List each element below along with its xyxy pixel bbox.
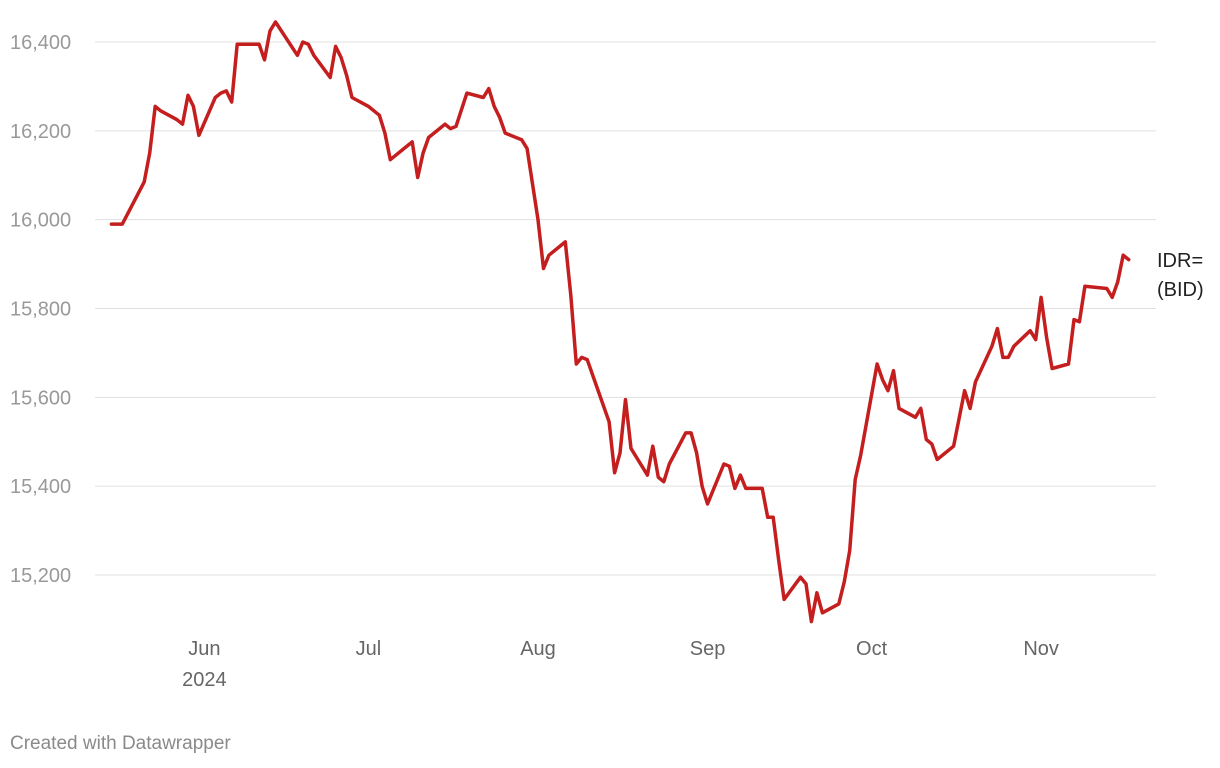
gridlines [95, 41, 1156, 576]
y-tick-label: 15,400 [10, 476, 71, 498]
x-tick-label: Aug [520, 638, 556, 660]
series-label: IDR= (BID) [1157, 250, 1209, 301]
series-layer [109, 20, 1131, 624]
y-tick-label: 15,600 [10, 387, 71, 409]
y-tick-label: 15,200 [10, 565, 71, 587]
x-tick-label: Jul [356, 638, 382, 660]
y-axis: 15,200 15,400 15,600 15,800 16,000 16,200 16,4… [10, 32, 71, 587]
y-tick-label: 16,000 [10, 210, 71, 232]
x-tick-sublabel: 2024 [182, 669, 227, 691]
y-tick-label: 15,800 [10, 299, 71, 321]
x-axis: Jun 2024 Jul Aug Sep Oct Nov [182, 638, 1059, 691]
x-tick-label: Jun [188, 638, 220, 660]
series-label-line-1: IDR= [1157, 250, 1203, 272]
x-tick-label: Nov [1023, 638, 1059, 660]
series-label-line-2: (BID) [1157, 279, 1204, 301]
series-line [109, 20, 1131, 624]
x-tick-label: Sep [690, 638, 726, 660]
x-tick-label: Oct [856, 638, 888, 660]
credit-text: Created with Datawrapper [10, 733, 231, 754]
y-tick-label: 16,400 [10, 32, 71, 54]
y-tick-label: 16,200 [10, 121, 71, 143]
